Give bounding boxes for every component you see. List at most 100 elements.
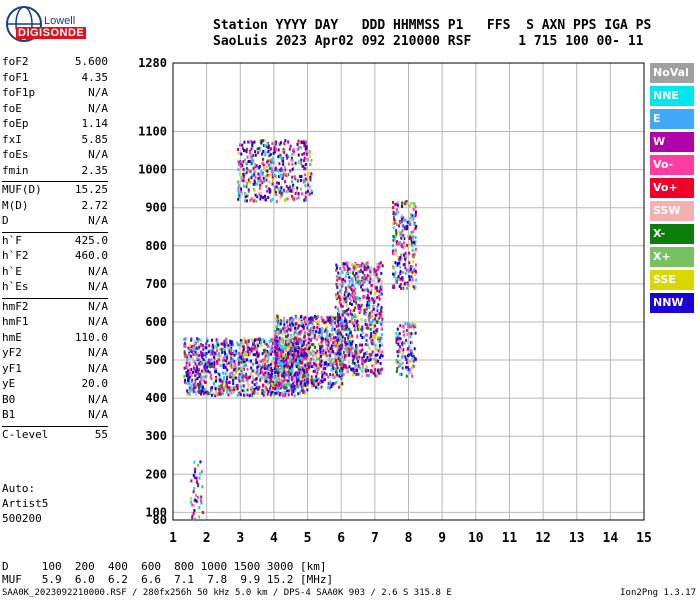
echo-point <box>359 333 362 337</box>
param-row: B0 N/A <box>2 393 108 409</box>
echo-point <box>334 355 337 359</box>
echo-point <box>402 271 404 274</box>
echo-point <box>220 342 223 346</box>
echo-point <box>191 514 194 518</box>
echo-point <box>302 139 305 143</box>
echo-point <box>194 362 197 366</box>
echo-point <box>326 319 329 323</box>
echo-point <box>331 318 334 322</box>
echo-point <box>220 382 223 386</box>
echo-point <box>237 376 240 380</box>
param-value: 5.85 <box>81 132 109 146</box>
echo-point <box>339 324 342 328</box>
echo-point <box>254 183 257 186</box>
echo-point <box>320 329 323 333</box>
echo-point <box>294 352 297 356</box>
param-row: yF1 N/A <box>2 362 108 378</box>
echo-point <box>368 320 371 324</box>
param-row: h`F 425.0 <box>2 231 108 250</box>
echo-point <box>226 390 228 394</box>
echo-point <box>267 344 270 348</box>
echo-point <box>264 359 267 363</box>
echo-point <box>406 243 409 247</box>
echo-point <box>274 391 277 395</box>
echo-point <box>214 345 217 349</box>
echo-point <box>402 216 405 220</box>
echo-point <box>393 272 396 276</box>
echo-point <box>361 360 364 364</box>
echo-point <box>375 269 378 273</box>
param-name: foF1p <box>2 86 36 99</box>
echo-point <box>286 370 289 374</box>
echo-point <box>373 357 376 361</box>
echo-point <box>258 193 261 197</box>
echo-point <box>311 316 314 320</box>
echo-point <box>299 376 302 380</box>
echo-point <box>200 501 203 505</box>
echo-point <box>409 216 412 220</box>
echo-point <box>204 359 207 363</box>
echo-point <box>200 378 203 382</box>
echo-point <box>258 140 261 144</box>
echo-point <box>257 387 260 391</box>
echo-point <box>241 371 244 374</box>
echo-point <box>235 352 238 356</box>
echo-point <box>305 353 308 357</box>
echo-point <box>264 354 267 358</box>
echo-point <box>402 237 404 240</box>
echo-point <box>261 162 264 165</box>
echo-point <box>331 357 334 361</box>
echo-point <box>273 367 276 371</box>
echo-point <box>303 159 305 163</box>
echo-point <box>349 320 352 324</box>
echo-point <box>376 305 379 309</box>
echo-point <box>302 363 305 367</box>
echo-point <box>239 393 242 396</box>
echo-point <box>357 282 360 286</box>
echo-point <box>299 332 302 336</box>
echo-point <box>241 369 244 372</box>
echo-point <box>413 253 416 256</box>
echo-point <box>308 186 311 190</box>
echo-point <box>372 273 375 277</box>
echo-point <box>410 325 413 329</box>
echo-point <box>261 171 264 175</box>
echo-point <box>281 174 284 177</box>
echo-point <box>335 363 338 366</box>
echo-point <box>241 367 244 371</box>
echo-point <box>405 227 408 231</box>
echo-point <box>336 347 339 350</box>
echo-point <box>355 295 358 299</box>
echo-point <box>241 164 244 167</box>
echo-point <box>334 344 337 348</box>
echo-point <box>378 290 381 293</box>
echo-point <box>262 163 265 167</box>
echo-point <box>290 356 293 359</box>
echo-point <box>335 359 338 363</box>
echo-point <box>351 315 354 319</box>
echo-point <box>279 337 282 341</box>
echo-point <box>268 164 271 168</box>
echo-point <box>280 368 283 372</box>
echo-point <box>320 332 323 336</box>
echo-point <box>240 175 243 179</box>
echo-point <box>399 240 401 244</box>
echo-point <box>305 377 308 381</box>
echo-point <box>243 174 245 178</box>
param-row: hmF1 N/A <box>2 315 108 331</box>
echo-point <box>327 316 330 320</box>
legend-item: SSE <box>650 270 694 290</box>
echo-point <box>356 345 359 349</box>
echo-point <box>342 350 345 354</box>
echo-point <box>345 292 348 296</box>
echo-point <box>242 384 245 388</box>
echo-point <box>257 177 260 181</box>
echo-point <box>401 224 404 228</box>
param-row: fmin 2.35 <box>2 164 108 180</box>
echo-point <box>207 369 210 373</box>
echo-point <box>376 369 379 373</box>
param-row: C-level 55 <box>2 425 108 444</box>
echo-point <box>237 148 239 151</box>
echo-point <box>414 269 417 273</box>
echo-point <box>328 318 330 322</box>
